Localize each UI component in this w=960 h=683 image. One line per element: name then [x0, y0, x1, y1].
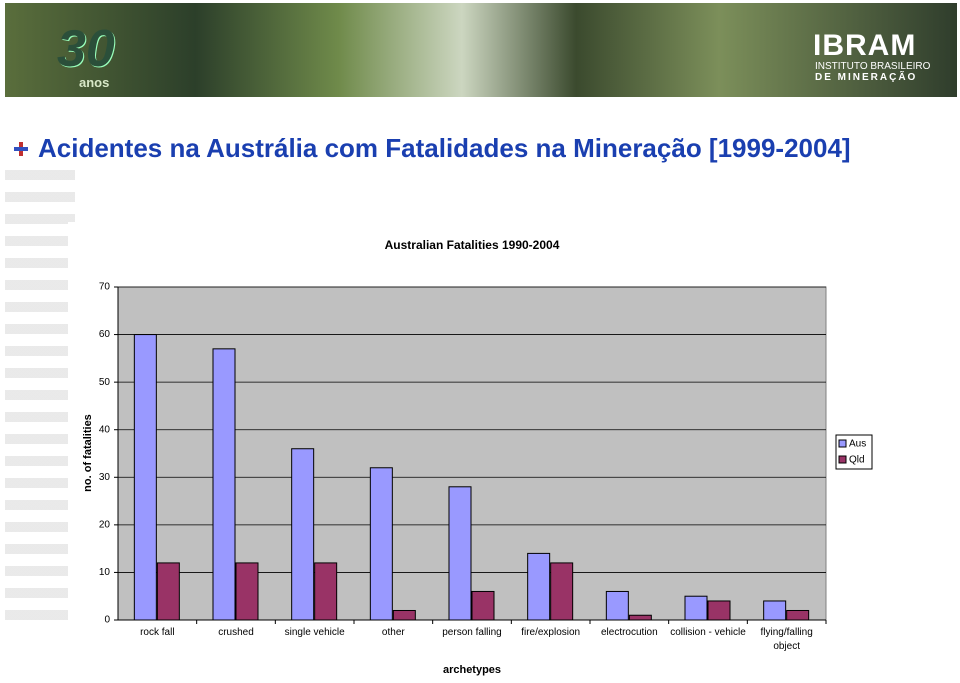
- x-tick-label: single vehicle: [284, 627, 345, 638]
- legend-label: Qld: [849, 455, 865, 466]
- x-tick-label: collision - vehicle: [670, 627, 746, 638]
- bar: [235, 562, 259, 621]
- bar: [550, 562, 574, 621]
- bar: [369, 467, 393, 621]
- bar: [527, 552, 551, 621]
- header-banner: 30 anos IBRAM INSTITUTO BRASILEIRO DE MI…: [5, 3, 957, 97]
- y-tick-label: 10: [99, 567, 111, 578]
- y-tick-label: 70: [99, 282, 111, 293]
- x-tick-label: person falling: [442, 627, 502, 638]
- bar: [684, 595, 708, 621]
- x-tick-label: rock fall: [140, 627, 175, 638]
- legend-swatch: [838, 455, 847, 464]
- x-axis-label: archetypes: [443, 664, 501, 676]
- bar: [471, 590, 495, 621]
- bar: [156, 562, 180, 621]
- chart-title: Australian Fatalities 1990-2004: [385, 238, 560, 252]
- bar: [291, 448, 315, 621]
- bar: [392, 609, 416, 621]
- bar: [448, 486, 472, 621]
- x-tick-label: fire/explosion: [521, 627, 581, 638]
- bar: [212, 348, 236, 621]
- y-tick-label: 30: [99, 472, 111, 483]
- chart-container: Australian Fatalities 1990-2004 archetyp…: [68, 222, 900, 683]
- org-line: INSTITUTO BRASILEIRO: [815, 61, 931, 72]
- bar: [786, 609, 810, 621]
- y-tick-label: 0: [104, 615, 110, 626]
- bullet-icon: [14, 142, 28, 156]
- decoration: [5, 170, 75, 620]
- bar: [605, 590, 629, 621]
- chart: Australian Fatalities 1990-2004 archetyp…: [82, 238, 873, 676]
- x-tick-label: electrocution: [600, 627, 658, 638]
- org-name: IBRAM: [813, 29, 917, 62]
- legend-swatch: [838, 439, 847, 448]
- x-tick-label: other: [381, 627, 405, 638]
- logo-number: 30: [57, 20, 115, 78]
- y-axis-label: no. of fatalities: [82, 414, 94, 492]
- bar: [314, 562, 338, 621]
- legend-label: Aus: [849, 439, 866, 450]
- y-tick-label: 60: [99, 329, 111, 340]
- slide-title: Acidentes na Austrália com Fatalidades n…: [38, 133, 851, 163]
- logo-text: anos: [79, 75, 110, 90]
- y-tick-label: 50: [99, 377, 111, 388]
- y-tick-label: 40: [99, 424, 111, 435]
- y-tick-label: 20: [99, 519, 111, 530]
- bar: [628, 614, 652, 621]
- bar: [763, 600, 787, 621]
- x-tick-label: crushed: [218, 627, 254, 638]
- x-tick-label: flying/falling object: [760, 627, 813, 652]
- bar: [133, 334, 157, 621]
- bar: [707, 600, 731, 621]
- org-line: DE MINERAÇÃO: [815, 72, 918, 83]
